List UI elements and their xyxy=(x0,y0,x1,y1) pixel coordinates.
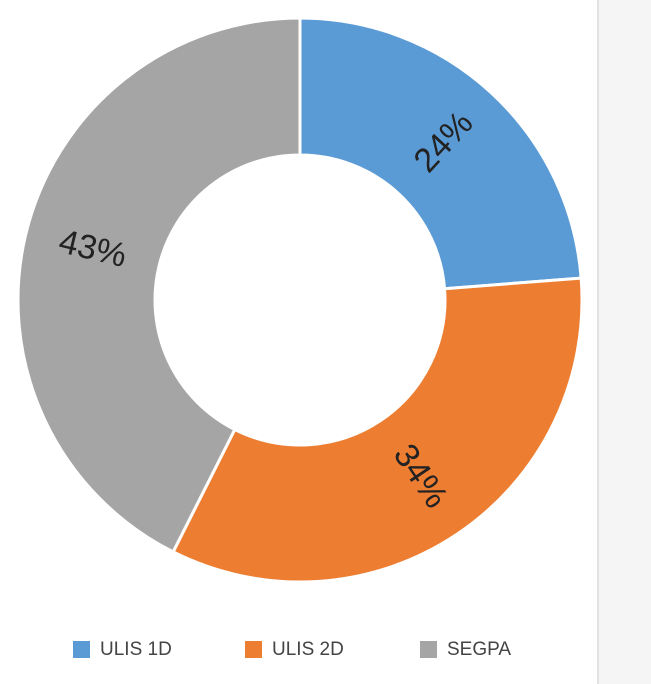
legend-label: ULIS 1D xyxy=(100,639,172,660)
legend-swatch xyxy=(73,641,90,658)
legend-label: ULIS 2D xyxy=(272,639,344,660)
legend-swatch xyxy=(420,641,437,658)
donut-slice xyxy=(298,16,583,291)
donut-slice xyxy=(16,16,302,554)
legend-swatch xyxy=(245,641,262,658)
donut-slice xyxy=(171,276,584,584)
legend-label: SEGPA xyxy=(447,639,511,660)
side-panel xyxy=(598,0,651,684)
